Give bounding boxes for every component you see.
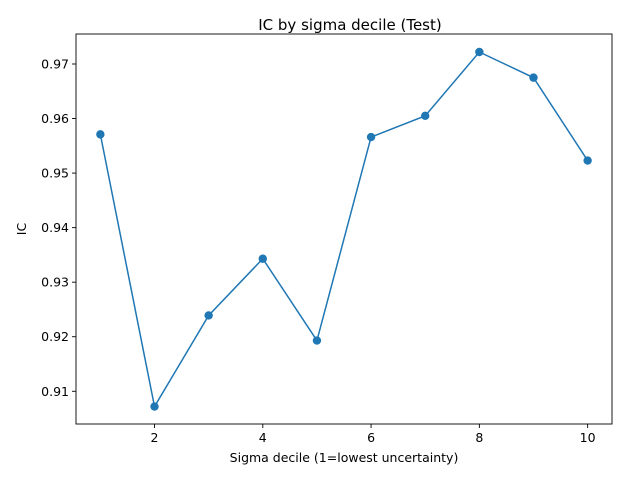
data-point: [529, 73, 538, 82]
y-tick-label: 0.95: [41, 166, 69, 181]
x-tick-label: 2: [151, 430, 159, 445]
y-tick-label: 0.94: [41, 220, 69, 235]
data-point: [421, 111, 430, 121]
data-point: [204, 311, 213, 320]
x-tick-label: 8: [475, 430, 483, 445]
x-axis-ticks: 2 4 6 8 10: [151, 424, 596, 445]
x-tick-label: 10: [580, 430, 596, 445]
data-point: [366, 132, 376, 142]
x-tick-label: 4: [259, 430, 267, 445]
y-axis-label: IC: [14, 223, 29, 236]
series-line: [99, 51, 589, 409]
data-point: [150, 402, 159, 411]
y-tick-label: 0.92: [41, 329, 69, 344]
y-tick-label: 0.96: [41, 111, 69, 126]
data-point: [583, 156, 592, 165]
data-point: [475, 47, 484, 57]
x-axis-label: Sigma decile (1=lowest uncertainty): [230, 450, 459, 465]
data-point: [96, 130, 105, 139]
data-point: [312, 336, 322, 345]
chart-title: IC by sigma decile (Test): [258, 16, 441, 34]
plot-frame: [75, 33, 613, 425]
y-axis-ticks: 0.91 0.92 0.93 0.94 0.95 0.96 0.97: [41, 57, 76, 399]
y-tick-label: 0.91: [41, 384, 69, 399]
y-tick-label: 0.97: [41, 57, 69, 72]
series-points: [96, 47, 592, 411]
x-tick-label: 6: [367, 430, 375, 445]
data-point: [258, 254, 267, 263]
y-tick-label: 0.93: [41, 275, 69, 290]
